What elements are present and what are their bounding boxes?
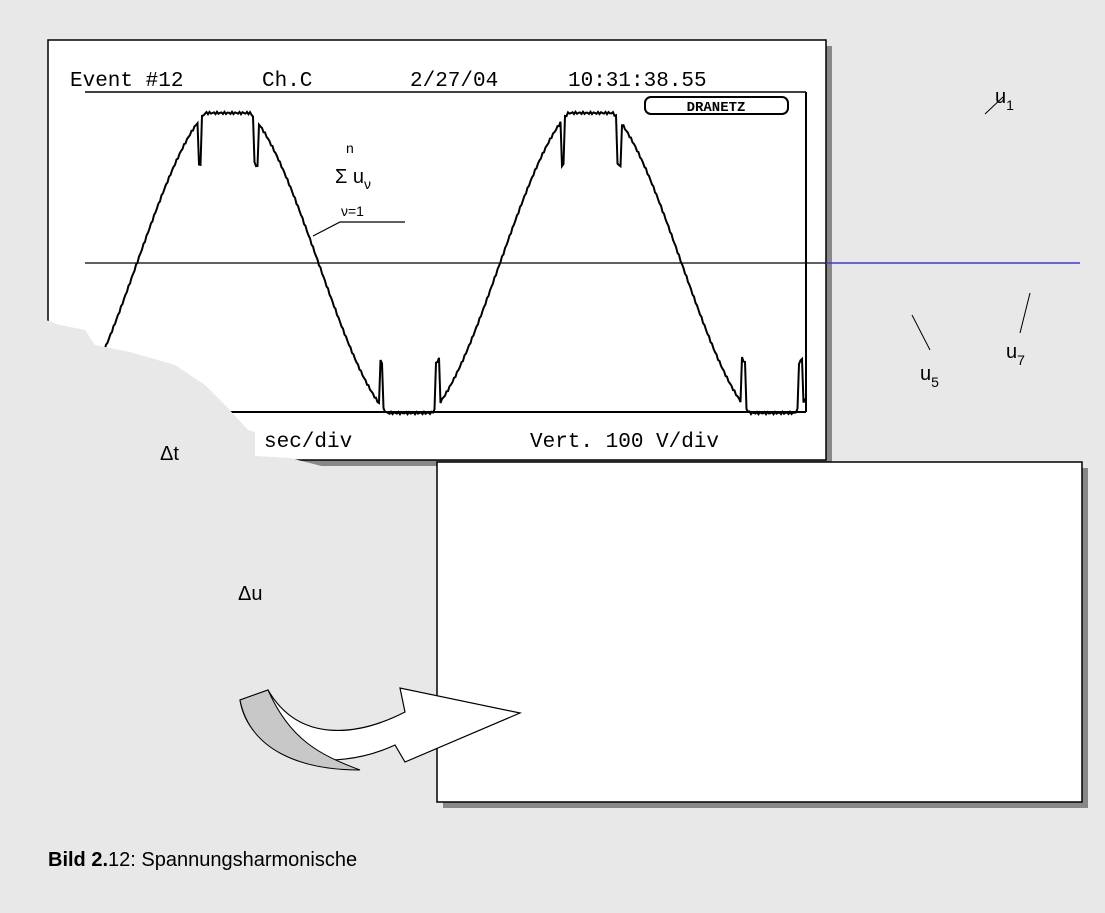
u5-name: u: [920, 363, 931, 385]
caption-bold: Bild 2.: [48, 849, 108, 871]
figure: Event #12 Ch.C 2/27/04 10:31:38.55 DRANE…: [0, 0, 1105, 913]
u1-name: u: [995, 86, 1006, 108]
scope-brand: DRANETZ: [687, 100, 746, 116]
sum-index: ν: [364, 176, 371, 192]
u7-index: 7: [1017, 352, 1025, 368]
u5-index: 5: [931, 374, 939, 390]
scope-event: Event #12: [70, 70, 183, 93]
page: {"scope": {"event": "Event #12", "channe…: [0, 0, 1105, 913]
scope-channel: Ch.C: [262, 70, 312, 93]
caption-text: 12: Spannungsharmonische: [108, 849, 357, 871]
sum-upper: n: [346, 140, 354, 156]
delta-u-label: Δu: [238, 583, 262, 605]
sum-label: Σ u: [335, 166, 364, 188]
scope-time: 10:31:38.55: [568, 70, 707, 93]
scope-vertical: Vert. 100 V/div: [530, 431, 719, 454]
scope-date: 2/27/04: [410, 70, 498, 93]
magnified-panel: [437, 462, 1082, 802]
sum-lower: ν=1: [341, 203, 364, 219]
caption: Bild 2.12: Spannungsharmonische: [48, 849, 357, 871]
delta-t-label: Δt: [160, 443, 179, 465]
u7-name: u: [1006, 341, 1017, 363]
u1-index: 1: [1006, 97, 1014, 113]
scope-timebase: sec/div: [264, 431, 352, 454]
